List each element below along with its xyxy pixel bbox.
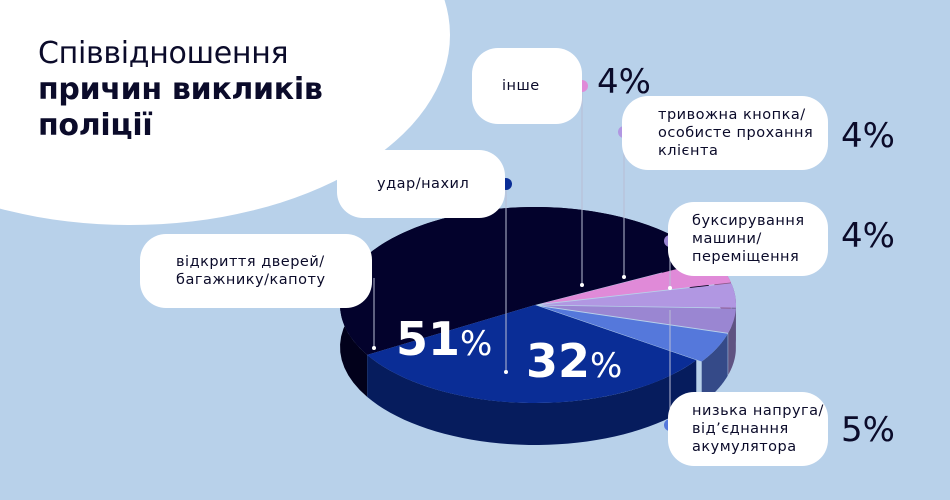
percent-label-door: 51% [396,314,492,369]
legend-label: інше [502,78,540,94]
legend-label: акумулятора [692,439,797,455]
legend-card-other: інше [472,48,582,124]
percent-value: 5 [841,410,863,450]
percent-label-tow: 4% [841,216,895,256]
leader-end-tow [668,286,672,290]
pie-side-tow [728,308,736,375]
percent-value: 4 [841,216,863,256]
percent-value: 4 [841,116,863,156]
percent-value: 4 [597,62,619,102]
legend-label: особисте прохання [658,125,814,141]
legend-label: низька напруга/ [692,403,824,419]
pie-side-battery [701,333,728,404]
leader-end-door [372,346,376,350]
title-line-3: поліції [38,108,153,143]
legend-label: удар/нахил [377,176,470,192]
leader-end-panic [622,275,626,279]
legend-card-bump: удар/нахил [337,150,505,218]
pie-slice-battery [540,306,728,362]
percent-label-bump: 32% [526,336,622,391]
percent-sign: % [862,216,895,256]
percent-sign: % [862,116,895,156]
percent-label-battery: 5% [841,410,895,450]
leader-end-bump [504,370,508,374]
percent-sign: % [862,410,895,450]
pie-slice-door [340,207,709,355]
percent-value: 51 [396,312,461,366]
leader-end-other [580,283,584,287]
chart-title: Співвідношення причин викликів поліції [38,36,323,144]
percent-label-other: 4% [597,62,651,102]
legend-label: відкриття дверей/ [176,254,325,270]
legend-card-tow: буксирування машини/ переміщення [668,202,828,276]
pie-slice-panic [540,283,736,308]
legend-label: машини/ [692,231,762,247]
legend-label: від’єднання [692,421,789,437]
legend-label: переміщення [692,249,800,265]
pie-slice-tow [540,305,736,333]
title-line-1: Співвідношення [38,36,289,71]
legend-label: клієнта [658,143,719,159]
legend-card-door: відкриття дверей/ багажнику/капоту [140,234,372,308]
pie-side-bump [367,354,697,445]
percent-sign: % [460,324,493,364]
percent-value: 32 [526,334,591,388]
legend-label: тривожна кнопка/ [658,107,806,123]
legend-label: буксирування [692,213,805,229]
title-line-2: причин викликів [38,72,323,107]
pie-slice-bump [367,305,697,403]
percent-sign: % [618,62,651,102]
legend-label: багажнику/капоту [176,272,326,288]
percent-label-panic: 4% [841,116,895,156]
percent-sign: % [590,346,623,386]
legend-card-battery: низька напруга/ від’єднання акумулятора [668,392,828,466]
legend-card-panic: тривожна кнопка/ особисте прохання клієн… [622,96,828,170]
